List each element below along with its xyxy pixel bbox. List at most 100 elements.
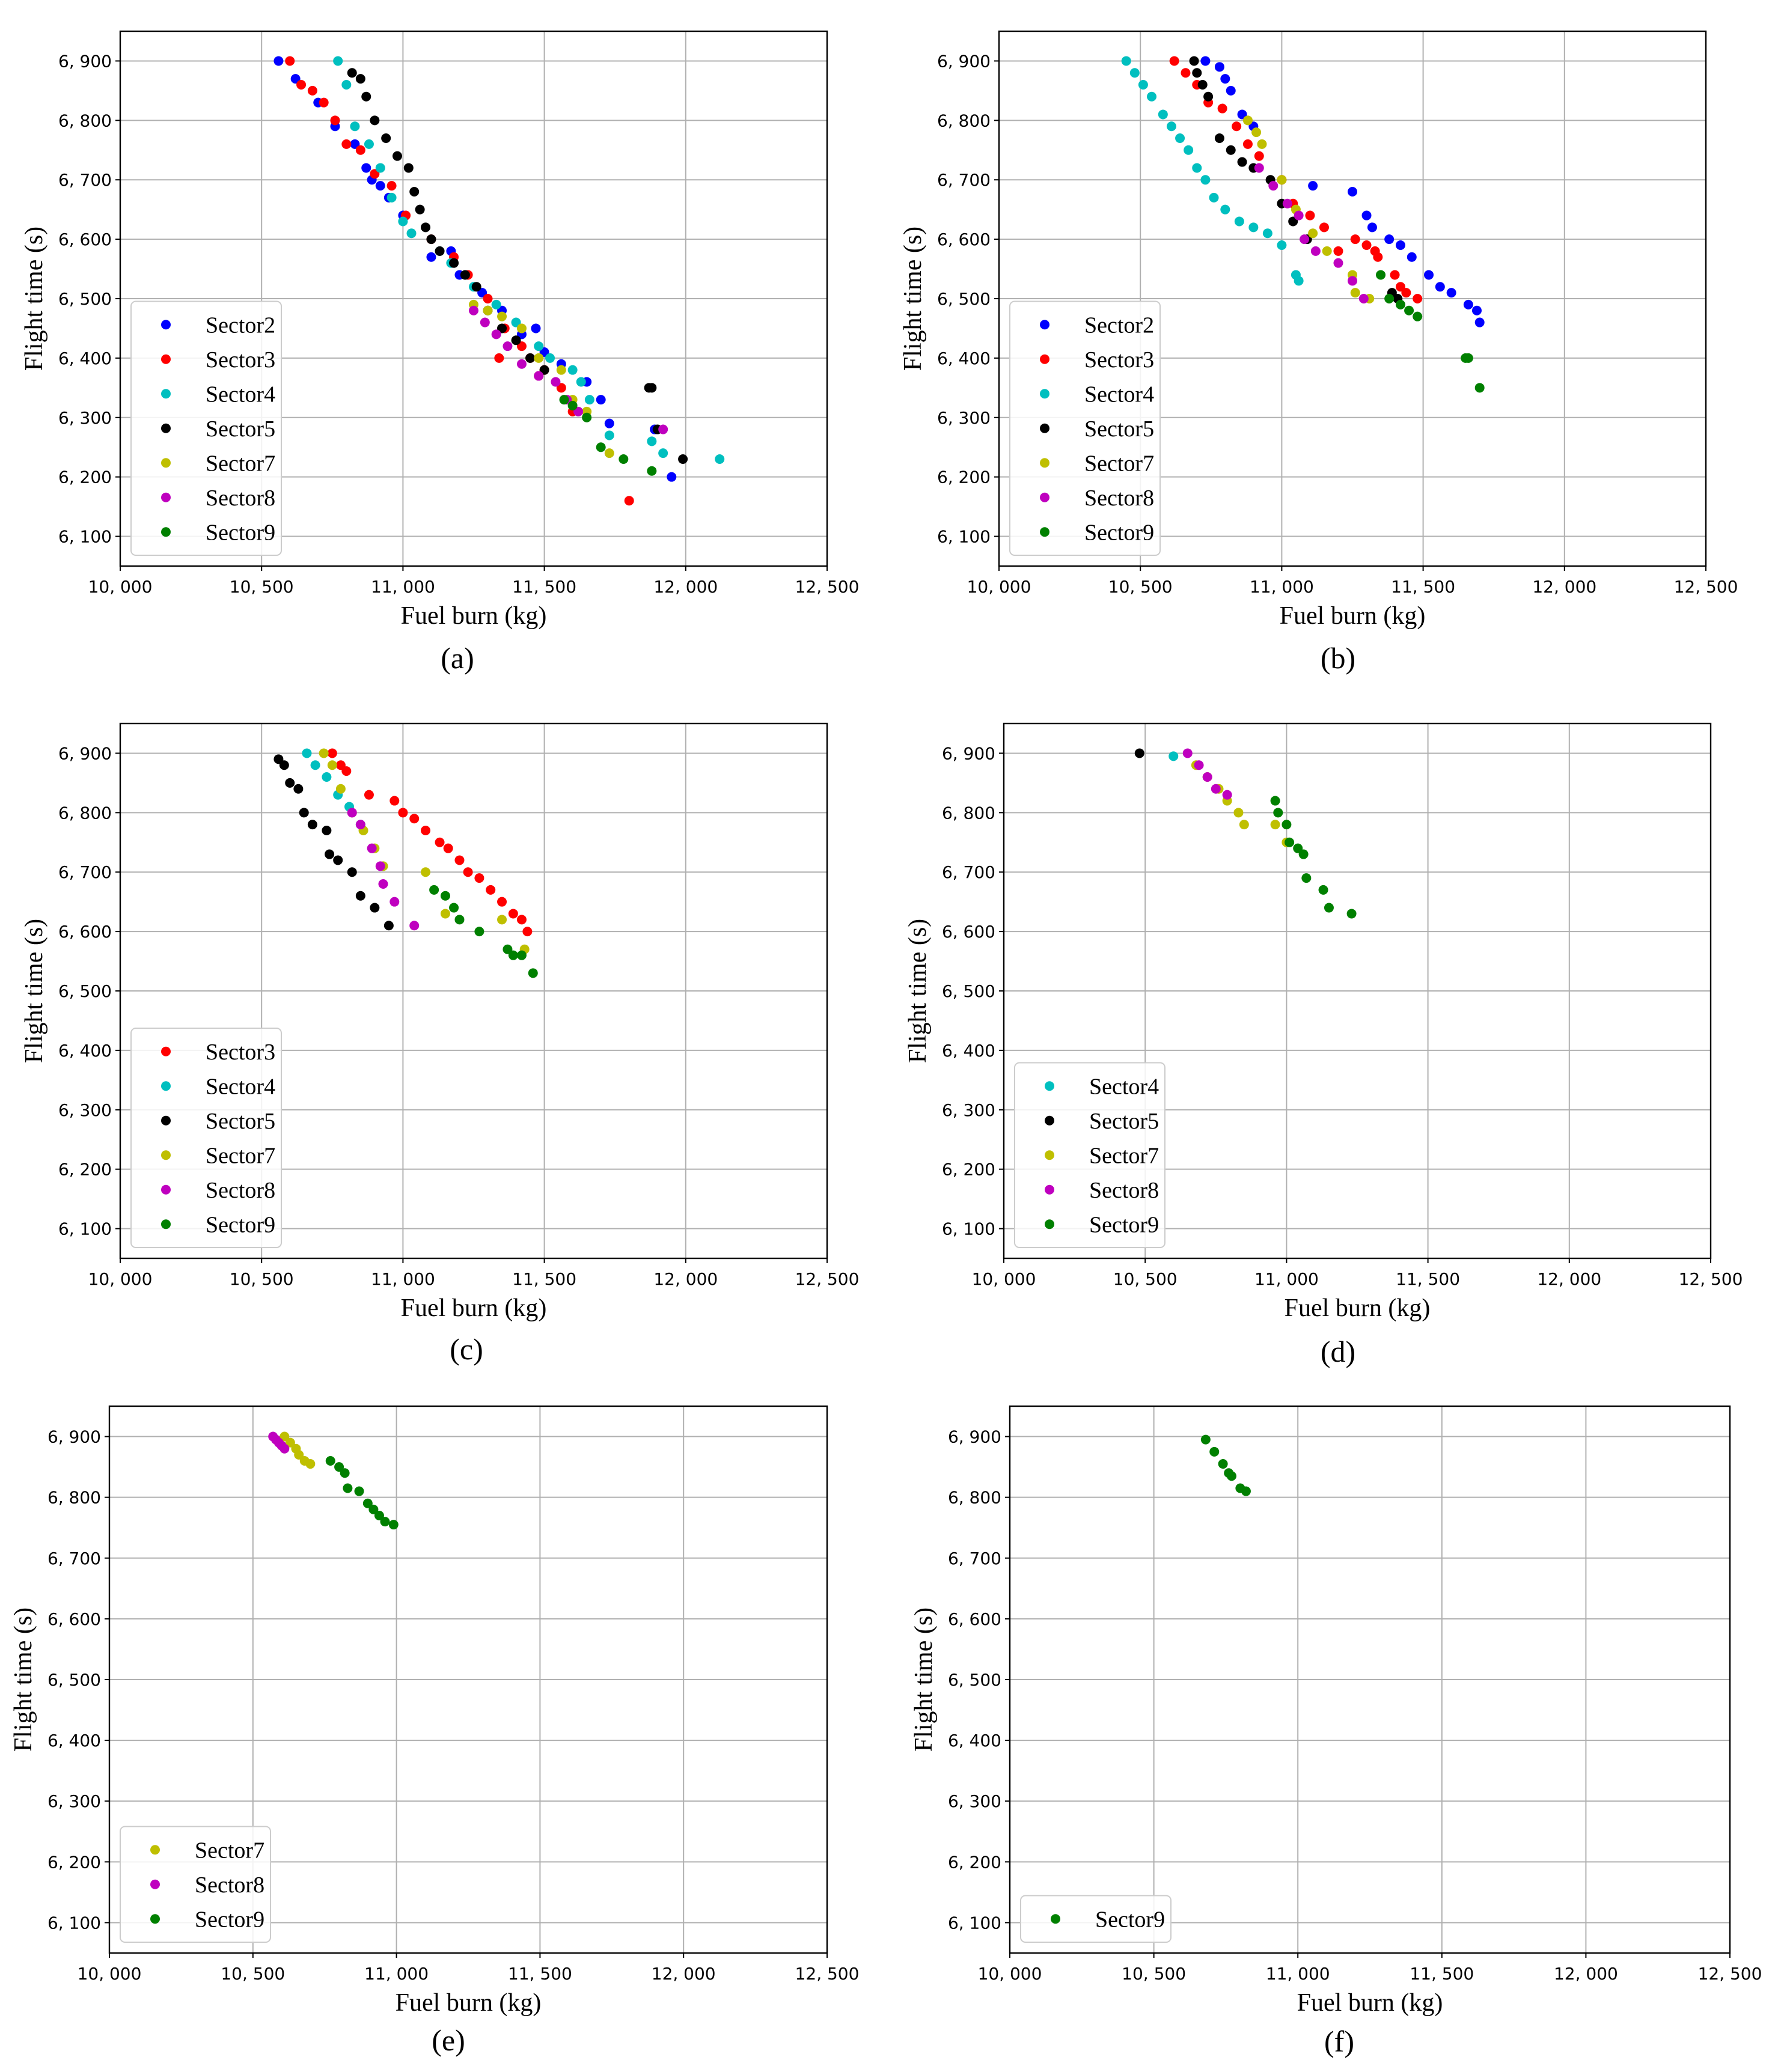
legend-marker-sector5: [1040, 423, 1049, 433]
data-point-sector2: [1446, 288, 1456, 298]
data-point-sector4: [567, 365, 578, 375]
data-point-sector8: [1268, 181, 1279, 191]
data-point-sector5: [421, 222, 431, 233]
y-tick-label: 6, 600: [47, 1609, 101, 1629]
y-tick-label: 6, 300: [948, 1791, 1001, 1811]
data-point-sector2: [1348, 187, 1357, 197]
data-point-sector4: [1200, 175, 1211, 185]
legend-label-sector7: Sector7: [206, 451, 275, 476]
data-point-sector4: [584, 395, 594, 405]
y-tick-label: 6, 300: [47, 1791, 101, 1811]
legend-label-sector4: Sector4: [1084, 382, 1154, 407]
y-axis-label: Flight time (s): [10, 1607, 37, 1752]
data-point-sector2: [1361, 210, 1372, 221]
data-point-sector4: [604, 430, 614, 440]
data-point-sector4: [715, 454, 725, 464]
y-axis-label: Flight time (s): [20, 227, 48, 371]
data-point-sector5: [279, 760, 289, 770]
data-point-sector7: [1322, 246, 1332, 256]
x-tick-label: 12, 500: [1679, 1269, 1743, 1289]
data-point-sector9: [1376, 270, 1386, 280]
data-point-sector4: [310, 760, 320, 770]
x-axis-label: Fuel burn (kg): [1297, 1989, 1443, 2017]
data-point-sector9: [582, 412, 592, 422]
data-point-sector3: [319, 97, 329, 108]
data-point-sector5: [1197, 80, 1208, 90]
data-point-sector4: [1147, 91, 1157, 102]
legend-marker-sector7: [161, 458, 171, 468]
x-tick-label: 10, 500: [230, 577, 294, 597]
plot-frame: [1009, 1405, 1731, 1954]
data-point-sector7: [285, 1437, 295, 1448]
legend-marker-sector4: [1040, 389, 1049, 399]
chart-panel-4: 10, 000 10, 500 11, 000 11, 500 12, 000 12, 5…: [904, 722, 1743, 1368]
data-point-sector4: [341, 80, 352, 90]
data-point-sector5: [647, 383, 657, 393]
data-point-sector3: [1254, 151, 1264, 161]
data-point-sector9: [1384, 294, 1395, 303]
data-point-sector9: [380, 1517, 390, 1527]
data-point-sector7: [1239, 820, 1249, 830]
data-point-sector9: [1200, 1434, 1211, 1445]
legend-label-sector5: Sector5: [206, 1109, 275, 1134]
y-tick-label: 6, 900: [58, 743, 112, 763]
data-point-sector9: [440, 891, 450, 901]
data-point-sector7: [1242, 115, 1253, 126]
data-point-sector2: [1463, 299, 1473, 309]
x-tick-label: 11, 000: [1254, 1269, 1319, 1289]
data-point-sector5: [471, 282, 481, 292]
legend-marker-sector5: [1045, 1115, 1054, 1126]
y-tick-label: 6, 800: [58, 111, 112, 130]
y-tick-label: 6, 400: [58, 1041, 112, 1061]
chart-panel-2: 10, 000 10, 500 11, 000 11, 500 12, 000 12, 5…: [899, 30, 1738, 675]
y-tick-label: 6, 800: [948, 1488, 1001, 1508]
data-point-sector3: [330, 115, 340, 126]
data-point-sector3: [454, 855, 465, 865]
legend-box: [1014, 1062, 1166, 1248]
y-tick-label: 6, 900: [47, 1427, 101, 1447]
data-point-sector8: [658, 424, 668, 434]
data-point-sector4: [576, 377, 586, 387]
data-point-sector9: [647, 466, 657, 476]
data-point-sector9: [559, 395, 569, 405]
legend-marker-sector4: [161, 389, 171, 399]
legend-marker-sector2: [161, 320, 171, 330]
data-point-sector9: [1226, 1471, 1236, 1481]
y-tick-label: 6, 400: [47, 1731, 101, 1751]
data-point-sector2: [1407, 252, 1417, 262]
data-point-sector8: [1300, 234, 1310, 245]
data-point-sector8: [1202, 772, 1212, 782]
data-point-sector4: [1129, 68, 1140, 78]
data-point-sector3: [341, 766, 352, 776]
legend-marker-sector3: [161, 1046, 171, 1056]
y-tick-label: 6, 300: [58, 1100, 112, 1120]
y-tick-label: 6, 100: [942, 1219, 995, 1239]
data-point-sector3: [1242, 139, 1253, 149]
x-tick-label: 10, 500: [1122, 1964, 1186, 1984]
data-point-sector2: [1474, 317, 1485, 328]
x-axis-label: Fuel burn (kg): [396, 1989, 542, 2017]
data-point-sector3: [341, 139, 352, 149]
data-point-sector5: [1237, 157, 1247, 167]
y-axis-label: Flight time (s): [910, 1607, 938, 1752]
x-tick-label: 11, 500: [1410, 1964, 1474, 1984]
data-point-sector7: [497, 915, 507, 925]
chart-panel-6: 10, 000 10, 500 11, 000 11, 500 12, 000 12, 5…: [910, 1405, 1762, 2058]
data-point-sector4: [1184, 145, 1194, 155]
data-point-sector7: [1308, 228, 1318, 239]
data-point-sector3: [494, 353, 504, 363]
data-point-sector5: [293, 784, 304, 794]
legend-box: [1009, 300, 1161, 556]
legend-marker-sector3: [1040, 354, 1049, 364]
data-point-sector9: [1474, 383, 1485, 393]
data-point-sector9: [567, 401, 578, 410]
data-point-sector4: [647, 436, 657, 446]
legend-marker-sector9: [1045, 1219, 1054, 1229]
data-point-sector2: [596, 395, 606, 405]
x-tick-label: 10, 500: [221, 1964, 285, 1984]
data-point-sector3: [486, 885, 496, 895]
x-tick-label: 10, 000: [78, 1964, 142, 1984]
data-point-sector9: [508, 950, 518, 960]
plot-frame: [998, 30, 1707, 567]
